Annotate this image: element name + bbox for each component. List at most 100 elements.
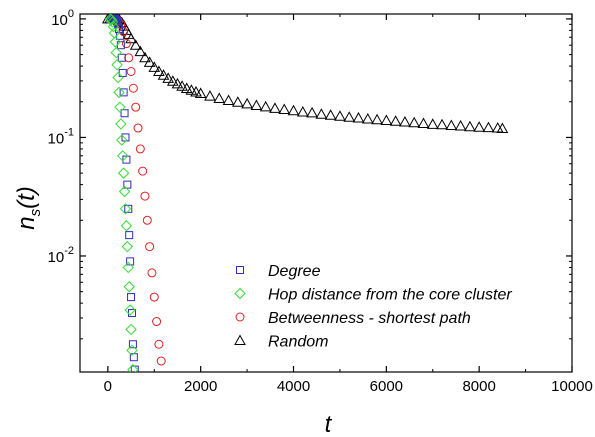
data-point: [162, 72, 175, 83]
y-tick-label-exponent: -1: [64, 126, 74, 138]
y-tick-label-exponent: -2: [64, 245, 74, 257]
y-tick-label: 100: [51, 8, 74, 29]
data-point: [352, 111, 365, 123]
x-tick-label: 4000: [277, 378, 310, 395]
legend-label: Degree: [268, 263, 321, 280]
data-point: [204, 90, 216, 101]
y-tick-label-base: 10: [48, 130, 65, 147]
data-point: [454, 119, 467, 131]
x-tick-label: 0: [104, 378, 112, 395]
legend-marker: [234, 334, 246, 345]
x-axis: 0 2000 4000 6000 8000 10000: [104, 14, 593, 395]
data-point: [107, 20, 120, 33]
data-point: [399, 115, 411, 127]
data-point: [157, 69, 170, 80]
data-point: [133, 123, 143, 133]
data-point: [149, 292, 159, 302]
legend-marker: [236, 266, 244, 274]
data-point: [112, 71, 124, 84]
data-point: [117, 53, 126, 62]
x-axis-title: t: [325, 411, 333, 437]
y-tick-label-base: 10: [51, 12, 68, 29]
data-point: [269, 102, 281, 113]
data-point: [116, 150, 129, 162]
data-point: [124, 53, 134, 63]
data-point: [116, 134, 128, 146]
data-point: [315, 108, 328, 119]
data-point: [131, 102, 141, 112]
data-point: [464, 120, 476, 132]
data-point: [128, 83, 138, 93]
data-point: [128, 340, 137, 349]
plot-area-border: [79, 13, 573, 373]
legend-item: Degree: [236, 263, 321, 280]
data-point: [445, 119, 458, 131]
data-point: [121, 240, 134, 253]
data-point: [154, 339, 164, 349]
data-point: [138, 166, 148, 176]
legend-label: Betweenness - shortest path: [268, 310, 471, 327]
data-point: [113, 86, 125, 99]
data-point: [120, 220, 133, 232]
legend-item: Random: [234, 334, 328, 351]
x-tick-label: 10000: [551, 378, 593, 395]
data-point: [139, 51, 151, 63]
data-point: [278, 103, 291, 115]
data-point: [176, 80, 188, 91]
data-point: [343, 111, 356, 122]
y-axis-title: ns(t): [13, 186, 44, 230]
y-axis-title-main: n: [13, 216, 40, 229]
data-point: [124, 304, 136, 316]
data-point: [126, 344, 138, 357]
x-tick-label: 8000: [462, 378, 495, 395]
data-point: [222, 94, 235, 105]
x-tick-label: 2000: [184, 378, 217, 395]
y-tick-label-base: 10: [48, 249, 65, 266]
data-point: [126, 67, 136, 77]
data-point: [129, 39, 142, 50]
data-point: [125, 32, 137, 44]
data-point: [231, 96, 244, 107]
data-point: [119, 88, 128, 97]
data-point: [124, 204, 133, 213]
data-point: [153, 65, 165, 77]
data-point: [194, 87, 207, 98]
legend-item: Hop distance from the core cluster: [234, 287, 512, 304]
legend-label: Random: [268, 334, 328, 351]
data-point: [180, 82, 193, 93]
data-point: [171, 77, 184, 89]
data-point: [118, 185, 131, 198]
data-point: [296, 105, 309, 117]
data-point: [148, 61, 161, 72]
legend-item: Betweenness - shortest path: [235, 310, 471, 327]
data-point: [473, 121, 486, 132]
data-point: [106, 16, 119, 28]
data-point: [135, 144, 145, 154]
y-tick-label: 10-1: [48, 126, 74, 147]
data-point: [114, 101, 126, 113]
data-point: [134, 45, 147, 57]
data-point: [125, 323, 137, 336]
data-point: [119, 203, 132, 215]
data-point: [109, 36, 121, 48]
data-point: [118, 68, 127, 77]
plot-frame: [79, 13, 573, 373]
y-tick-label: 10-2: [48, 245, 74, 266]
data-point: [123, 180, 132, 189]
data-point: [259, 100, 272, 112]
data-point: [380, 114, 393, 125]
series-diamond: [104, 14, 139, 372]
data-point: [436, 118, 448, 130]
data-point: [143, 56, 156, 67]
data-point: [125, 231, 134, 240]
legend-label: Hop distance from the core cluster: [268, 287, 512, 304]
data-point: [142, 215, 152, 225]
data-point: [123, 281, 135, 293]
data-point: [122, 261, 134, 274]
data-point: [117, 167, 130, 179]
data-point: [241, 97, 253, 109]
data-point: [152, 317, 162, 327]
data-point: [122, 155, 131, 164]
